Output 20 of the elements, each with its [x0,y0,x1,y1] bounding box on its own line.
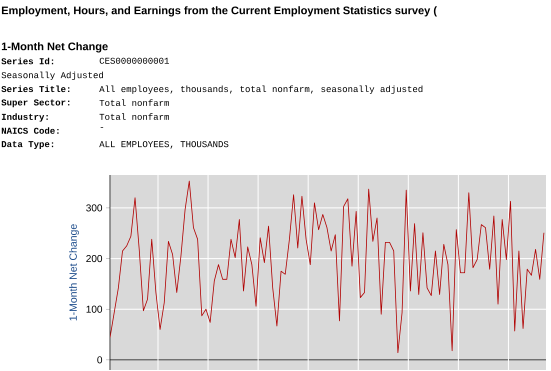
text: Super Sector: [1,99,70,108]
text: Industry: [2,113,48,122]
text: Data Type: [2,141,54,149]
text: Total nonfarm [100,113,169,120]
y-tick-label: 200 [86,255,102,262]
chart-title: Employment, Hours, and Earnings from the Current Employment Statistics survey ( [2,6,437,17]
chart-subtitle: 1-Month Net Change [2,42,108,53]
text: CES0000000001 [100,58,169,64]
y-tick-label: 100 [86,306,102,313]
text: Series Id: [1,58,54,64]
text: All employees, thousands, total nonfarm, seasonally adjusted [99,85,422,94]
text: NAICS Code: [2,127,59,134]
y-tick-label: 0 [97,356,102,364]
text: ALL EMPLOYEES, THOUSANDS [99,141,228,149]
text: Series Title: [1,85,70,92]
text: Seasonally Adjusted [2,72,104,80]
y-axis-title: 1-Month Net Change [69,224,79,320]
text: Total nonfarm [100,99,169,106]
text: - [100,127,104,128]
y-tick-label: 300 [86,204,102,212]
